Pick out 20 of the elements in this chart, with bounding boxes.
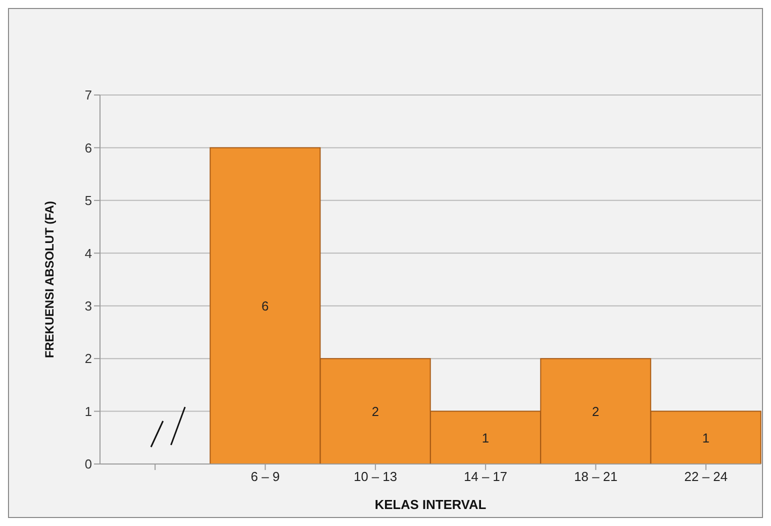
data-label: 2	[592, 404, 600, 419]
x-tick-label: 18 – 21	[574, 469, 618, 484]
y-tick-label: 0	[84, 456, 92, 472]
data-label: 6	[262, 298, 269, 314]
x-tick-label: 14 – 17	[464, 469, 508, 484]
y-tick-label: 3	[84, 298, 92, 314]
x-tick-label: 22 – 24	[684, 469, 728, 484]
data-label: 1	[482, 430, 490, 446]
y-axis-title: FREKUENSI ABSOLUT (FA)	[42, 201, 56, 358]
x-tick-label: 10 – 13	[354, 469, 398, 484]
y-tick-label: 1	[84, 404, 92, 419]
y-tick-label: 7	[84, 88, 92, 103]
y-tick-label: 2	[84, 351, 92, 366]
x-tick-label: 6 – 9	[250, 469, 280, 484]
y-tick-label: 6	[84, 140, 92, 156]
x-axis-title: KELAS INTERVAL	[374, 497, 486, 512]
y-tick-label: 5	[84, 193, 92, 208]
data-label: 2	[372, 404, 379, 419]
data-label: 1	[702, 430, 710, 446]
y-tick-label: 4	[84, 246, 92, 261]
